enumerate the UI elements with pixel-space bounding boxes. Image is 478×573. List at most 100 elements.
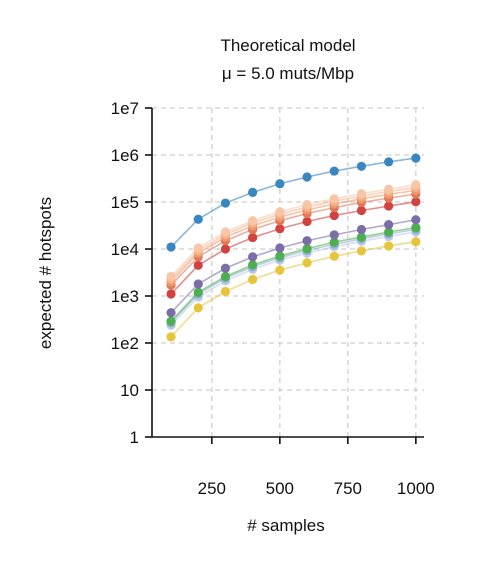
data-point [193, 303, 203, 313]
data-point [193, 243, 203, 253]
data-point [220, 198, 231, 208]
chart-subtitle: μ = 5.0 muts/Mbp [222, 64, 354, 83]
series-6 [166, 197, 421, 299]
data-point [275, 265, 285, 275]
y-tick-label: 1e2 [111, 334, 139, 353]
data-point [356, 205, 367, 216]
x-tick-label: 250 [198, 479, 226, 498]
data-point [302, 258, 312, 268]
data-point [329, 194, 339, 204]
y-tick-label: 1e4 [111, 240, 139, 259]
chart-title: Theoretical model [220, 36, 355, 55]
y-tick-label: 10 [120, 381, 139, 400]
data-point [166, 242, 176, 252]
series-line [170, 186, 416, 280]
data-point [302, 216, 312, 227]
y-tick-label: 1e3 [111, 287, 139, 306]
series-9 [166, 224, 421, 328]
data-point [166, 332, 176, 342]
data-point [275, 224, 285, 234]
series-1 [166, 153, 421, 252]
data-point [329, 166, 339, 176]
data-point [220, 244, 231, 254]
data-point [193, 287, 203, 297]
data-point [166, 316, 176, 326]
data-point [248, 232, 258, 243]
data-point [329, 237, 339, 247]
series-line [170, 231, 416, 326]
data-point [411, 223, 421, 233]
axes [151, 108, 424, 438]
data-point [248, 260, 258, 270]
x-axis-label: # samples [247, 516, 324, 535]
data-point [356, 224, 367, 235]
y-tick-label: 1 [130, 428, 139, 447]
series-2 [166, 180, 421, 282]
series-line [170, 193, 416, 286]
y-tick-label: 1e5 [111, 193, 139, 212]
data-point [411, 215, 421, 225]
data-point [220, 286, 231, 297]
x-tick-label: 750 [334, 479, 362, 498]
series-line [170, 189, 416, 283]
data-point [302, 172, 312, 182]
series-line [170, 240, 416, 338]
data-point [384, 220, 394, 230]
series-11 [166, 237, 421, 342]
data-point [193, 279, 203, 289]
data-point [384, 201, 394, 211]
series-line [170, 218, 416, 314]
data-point [220, 263, 231, 273]
y-ticks: 1 10 1e2 1e3 1e4 1e5 1e6 1e7 [111, 99, 152, 447]
data-point [384, 184, 394, 194]
data-point [275, 179, 285, 189]
data-point [411, 197, 421, 207]
series-line [170, 226, 416, 322]
data-point [166, 289, 176, 299]
data-point [166, 271, 176, 282]
data-point [193, 260, 203, 270]
data-point [384, 241, 394, 251]
series-5 [166, 189, 421, 290]
series-7 [166, 215, 421, 318]
data-point [356, 246, 367, 256]
data-point [356, 232, 367, 242]
series-8 [166, 223, 421, 326]
data-point [329, 210, 339, 221]
x-ticks: 250 500 750 1000 [198, 437, 435, 498]
y-axis-label: expected # hotspots [36, 197, 55, 349]
data-point [220, 227, 231, 237]
series-lines [166, 153, 421, 342]
data-point [248, 274, 258, 285]
x-tick-label: 500 [266, 479, 294, 498]
data-point [275, 251, 285, 261]
data-point [411, 153, 421, 163]
data-point [302, 200, 312, 210]
data-point [384, 227, 394, 237]
y-tick-label: 1e7 [111, 99, 139, 118]
series-line [170, 157, 416, 248]
series-10 [166, 227, 421, 330]
data-point [193, 214, 203, 224]
series-line [170, 201, 416, 295]
data-point [248, 187, 258, 198]
data-point [356, 161, 367, 171]
series-line [170, 228, 416, 324]
data-point [329, 251, 339, 261]
series-line [170, 184, 416, 278]
data-point [384, 157, 394, 167]
data-point [275, 243, 285, 253]
data-point [411, 180, 421, 190]
grid [152, 107, 424, 437]
data-point [248, 216, 258, 226]
data-point [329, 230, 339, 240]
data-point [411, 237, 421, 247]
x-tick-label: 1000 [397, 479, 435, 498]
data-point [220, 271, 231, 282]
y-tick-label: 1e6 [111, 146, 139, 165]
data-point [166, 308, 176, 318]
series-4 [166, 185, 421, 287]
data-point [302, 244, 312, 254]
data-point [356, 189, 367, 199]
